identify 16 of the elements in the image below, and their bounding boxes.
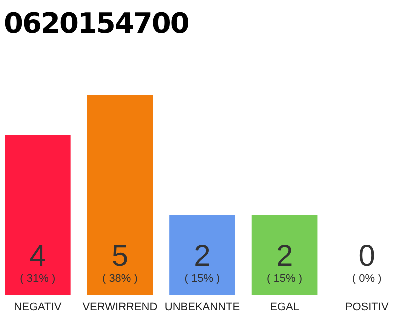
data-label: 4 (30, 240, 46, 273)
annotation: ( 38% ) (102, 273, 138, 285)
x-tick-label: EGAL (270, 302, 300, 314)
data-label: 2 (194, 240, 211, 273)
x-tick-label: UNBEKANNTE (164, 302, 240, 314)
annotation: ( 0% ) (352, 273, 382, 285)
data-label: 5 (112, 240, 129, 273)
data-label: 0 (358, 240, 376, 273)
annotation: ( 15% ) (267, 273, 303, 285)
x-tick-label: VERWIRREND (82, 302, 158, 314)
x-tick-label: NEGATIV (14, 302, 62, 314)
data-label: 2 (276, 240, 294, 273)
chart-title: 0620154700 (4, 6, 190, 42)
annotation: ( 15% ) (184, 273, 220, 285)
annotation: ( 31% ) (20, 273, 56, 285)
x-tick-label: POSITIV (345, 302, 390, 314)
